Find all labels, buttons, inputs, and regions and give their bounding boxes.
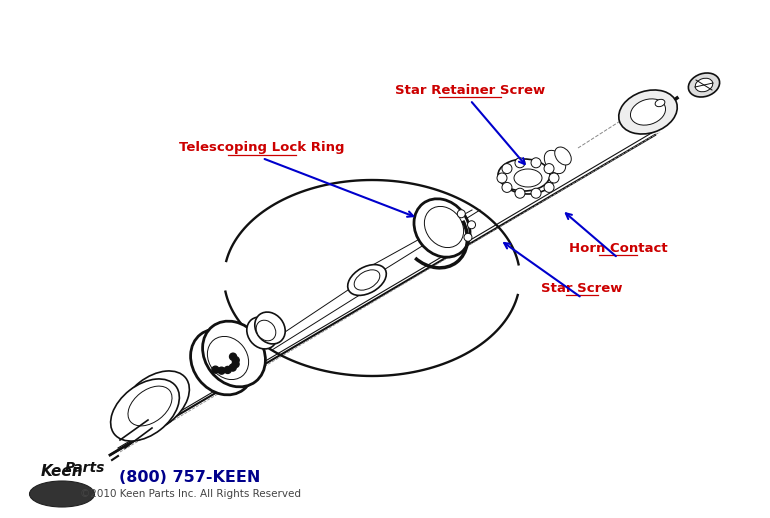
- Ellipse shape: [688, 73, 720, 97]
- Ellipse shape: [457, 210, 465, 218]
- Ellipse shape: [695, 78, 713, 92]
- Ellipse shape: [256, 320, 276, 341]
- Ellipse shape: [203, 321, 266, 387]
- Circle shape: [544, 182, 554, 192]
- Text: Star Screw: Star Screw: [541, 281, 623, 295]
- Ellipse shape: [128, 386, 172, 426]
- Ellipse shape: [354, 270, 380, 290]
- Ellipse shape: [502, 162, 554, 194]
- Ellipse shape: [348, 265, 387, 295]
- Circle shape: [531, 188, 541, 198]
- Text: ©2010 Keen Parts Inc. All Rights Reserved: ©2010 Keen Parts Inc. All Rights Reserve…: [79, 489, 300, 499]
- Ellipse shape: [247, 317, 277, 349]
- Ellipse shape: [414, 199, 470, 257]
- Ellipse shape: [514, 169, 542, 187]
- Ellipse shape: [554, 147, 571, 165]
- Ellipse shape: [619, 90, 678, 134]
- Ellipse shape: [464, 233, 472, 241]
- Ellipse shape: [498, 159, 550, 191]
- Ellipse shape: [29, 481, 95, 507]
- Text: Horn Contact: Horn Contact: [569, 241, 668, 254]
- Ellipse shape: [255, 312, 285, 344]
- Ellipse shape: [424, 207, 464, 248]
- Ellipse shape: [467, 221, 476, 229]
- Circle shape: [549, 173, 559, 183]
- Circle shape: [232, 361, 239, 368]
- Circle shape: [229, 353, 236, 360]
- Ellipse shape: [121, 371, 189, 433]
- Circle shape: [224, 366, 231, 373]
- Circle shape: [544, 164, 554, 174]
- Circle shape: [212, 366, 219, 373]
- Circle shape: [233, 357, 239, 364]
- Text: Telescoping Lock Ring: Telescoping Lock Ring: [179, 141, 345, 154]
- Circle shape: [515, 158, 525, 168]
- Ellipse shape: [191, 329, 253, 395]
- Circle shape: [502, 182, 512, 192]
- Circle shape: [218, 367, 225, 374]
- Ellipse shape: [357, 268, 378, 292]
- Ellipse shape: [544, 150, 566, 174]
- Ellipse shape: [207, 336, 249, 380]
- Text: (800) 757-KEEN: (800) 757-KEEN: [119, 469, 261, 484]
- Circle shape: [229, 364, 236, 371]
- Ellipse shape: [631, 99, 665, 125]
- Circle shape: [502, 164, 512, 174]
- Ellipse shape: [655, 99, 665, 107]
- Text: Keen: Keen: [41, 465, 83, 480]
- Circle shape: [497, 173, 507, 183]
- Text: Star Retainer Screw: Star Retainer Screw: [395, 83, 545, 96]
- Circle shape: [515, 188, 525, 198]
- Circle shape: [531, 158, 541, 168]
- Ellipse shape: [111, 379, 179, 441]
- Text: Parts: Parts: [65, 461, 105, 475]
